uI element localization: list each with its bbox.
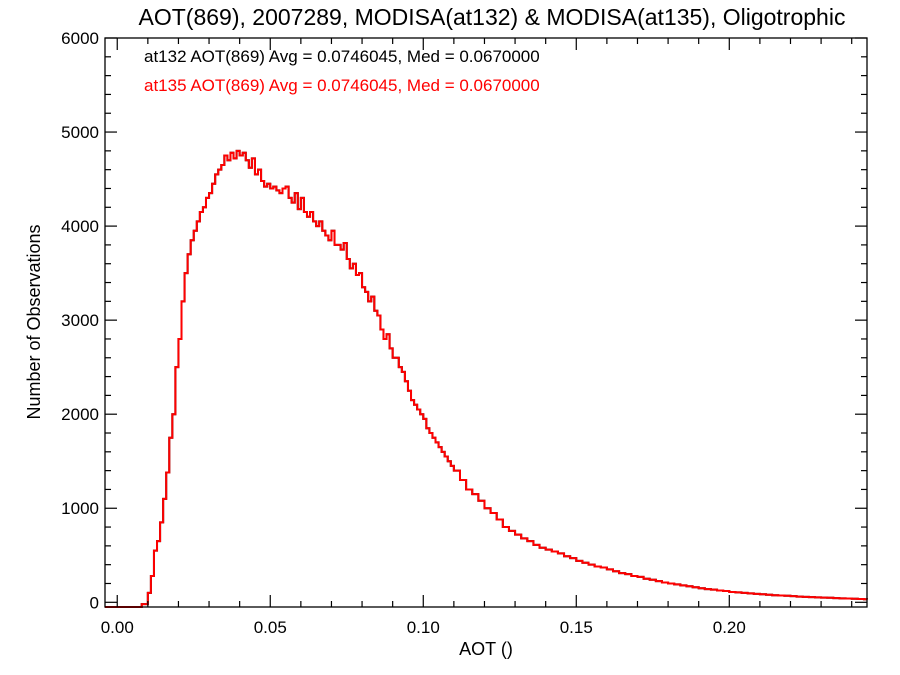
axis-tick-labels: 0.00 0.05 0.10 0.15 0.20 0 1000 2000 3000 4000 500… [61, 29, 746, 637]
series-line-1 [105, 149, 868, 608]
y-tick-label: 0 [90, 593, 99, 612]
stat-label-at135: at135 AOT(869) Avg = 0.0746045, Med = 0.… [144, 76, 540, 95]
x-axis-label: AOT () [459, 639, 513, 659]
x-tick-label: 0.15 [560, 618, 593, 637]
chart-title: AOT(869), 2007289, MODISA(at132) & MODIS… [139, 4, 846, 30]
y-tick-label: 4000 [61, 217, 99, 236]
series-layer [105, 149, 868, 608]
axis-ticks [105, 37, 867, 607]
y-tick-label: 1000 [61, 499, 99, 518]
x-tick-label: 0.05 [254, 618, 287, 637]
x-tick-label: 0.10 [407, 618, 440, 637]
y-tick-label: 2000 [61, 405, 99, 424]
y-tick-label: 3000 [61, 311, 99, 330]
stat-label-at132: at132 AOT(869) Avg = 0.0746045, Med = 0.… [144, 47, 540, 66]
plot-frame [104, 37, 868, 608]
x-tick-label: 0.00 [101, 618, 134, 637]
x-tick-label: 0.20 [713, 618, 746, 637]
y-tick-label: 5000 [61, 123, 99, 142]
y-axis-label: Number of Observations [24, 224, 44, 419]
y-tick-label: 6000 [61, 29, 99, 48]
